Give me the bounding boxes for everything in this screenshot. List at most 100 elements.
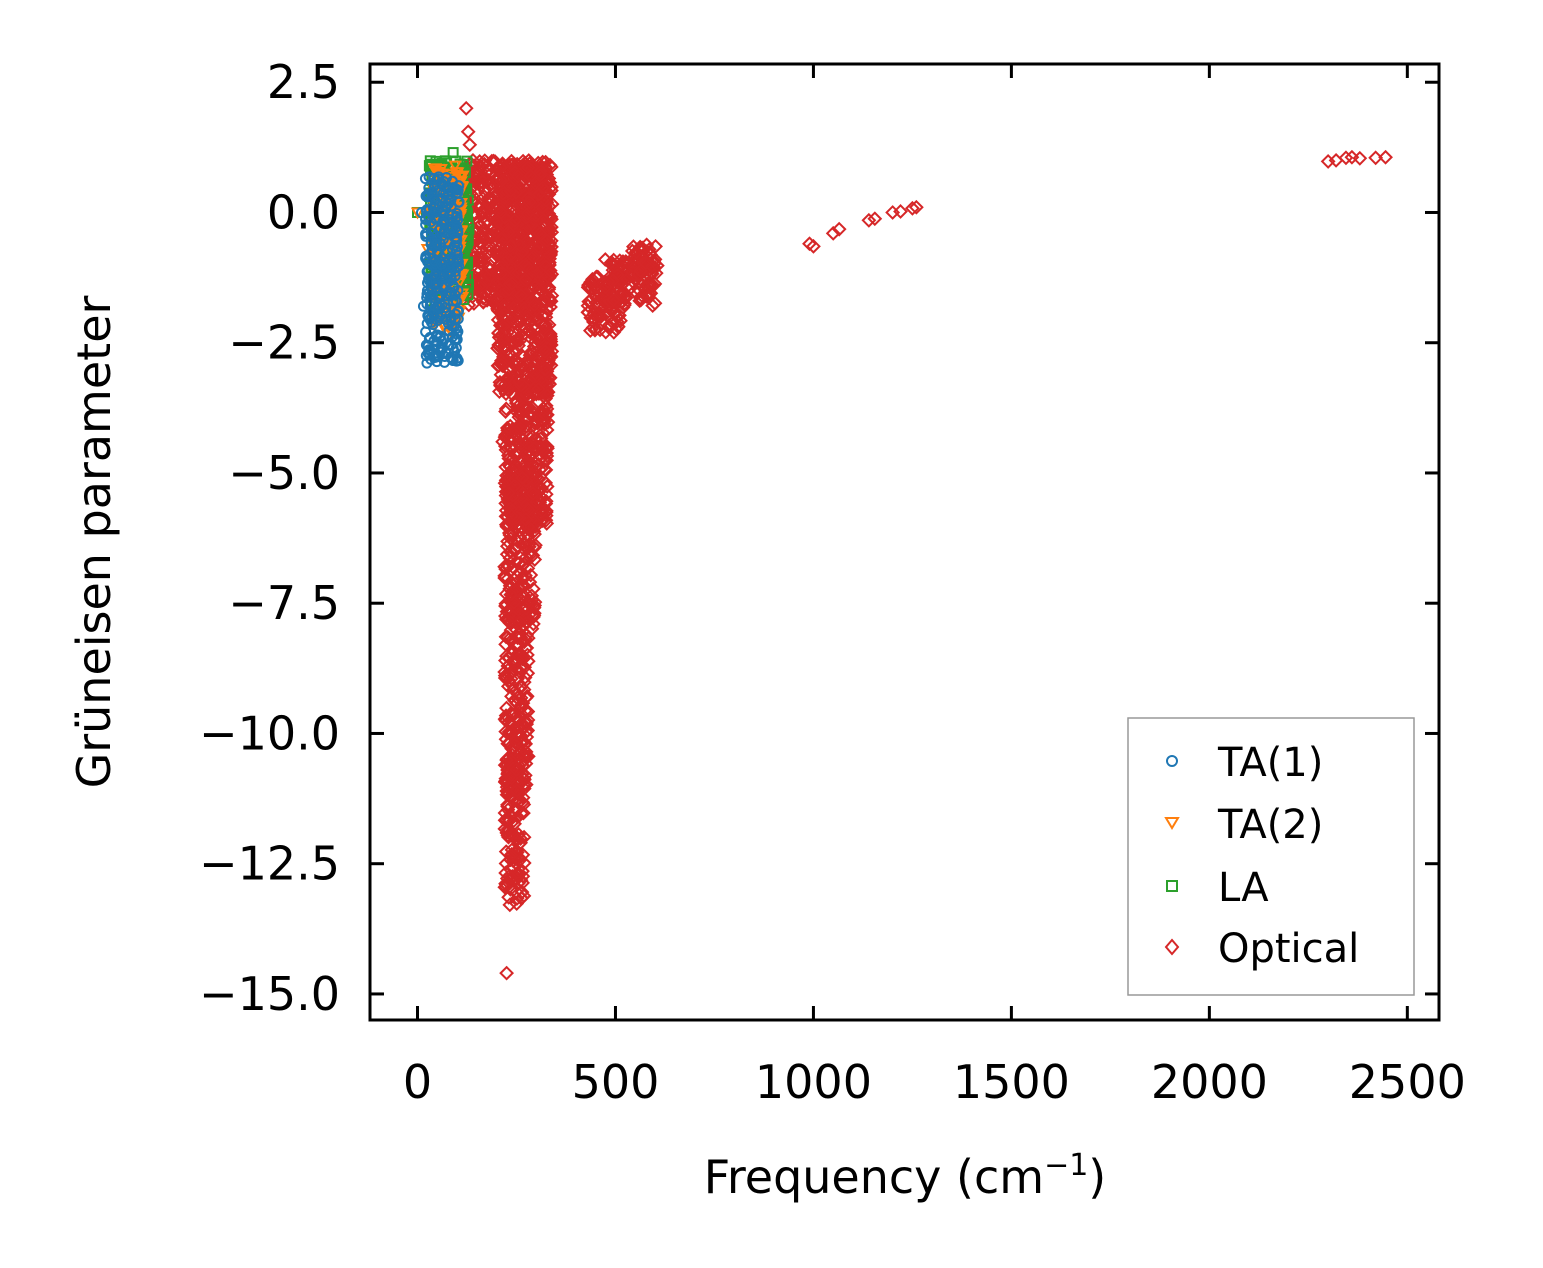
point-optical [531, 381, 547, 397]
point-optical [516, 570, 532, 586]
point-optical [519, 258, 534, 274]
point-optical [588, 308, 604, 323]
point-optical [504, 508, 519, 524]
point-optical [492, 274, 508, 290]
point-optical [500, 370, 515, 386]
y-tick-label: −10.0 [199, 706, 340, 760]
point-ta1 [415, 206, 427, 218]
point-optical [539, 388, 555, 404]
point-optical [510, 626, 526, 642]
legend-marker-ta2 [1164, 817, 1180, 830]
point-ta1 [439, 279, 451, 291]
point-optical [525, 437, 541, 453]
point-optical [537, 417, 553, 432]
point-optical [500, 251, 516, 267]
point-ta1 [451, 221, 463, 233]
point-ta2 [448, 160, 462, 173]
point-optical [508, 393, 524, 408]
point-optical [526, 415, 542, 431]
point-optical [519, 716, 535, 732]
point-ta1 [422, 347, 434, 359]
point-ta1 [417, 300, 429, 312]
point-optical [502, 527, 518, 543]
point-optical [529, 243, 545, 259]
point-optical [519, 233, 535, 249]
point-optical [516, 805, 531, 821]
point-optical [497, 653, 513, 668]
point-ta2 [444, 169, 459, 182]
point-optical [616, 290, 632, 305]
point-optical [515, 758, 531, 774]
point-optical [508, 762, 524, 778]
point-optical [509, 652, 525, 667]
legend-label-la: LA [1218, 865, 1269, 911]
point-optical [518, 472, 534, 488]
point-optical [508, 733, 524, 749]
point-optical [460, 124, 476, 140]
point-optical [1338, 150, 1354, 166]
point-optical [647, 251, 663, 267]
point-optical [500, 472, 516, 488]
x-tick-label: 2000 [1151, 1055, 1268, 1109]
point-optical [513, 436, 529, 452]
point-optical [518, 539, 534, 554]
point-optical [520, 560, 536, 576]
point-ta1 [433, 201, 445, 213]
legend-marker-optical [1164, 938, 1180, 956]
point-optical [537, 254, 552, 270]
point-optical [501, 426, 516, 442]
point-optical [497, 306, 512, 322]
point-optical [472, 253, 488, 269]
point-optical [538, 317, 554, 333]
point-ta1 [446, 175, 458, 187]
point-optical [524, 343, 540, 359]
point-optical [501, 658, 516, 674]
point-optical [498, 340, 513, 356]
point-optical [514, 245, 529, 261]
point-optical [506, 692, 522, 708]
legend-label-ta1: TA(1) [1217, 740, 1323, 786]
point-optical [516, 682, 532, 698]
point-optical [499, 752, 515, 768]
point-optical [542, 263, 558, 279]
point-optical [490, 358, 506, 374]
point-optical [516, 797, 532, 812]
point-ta1 [449, 233, 461, 245]
point-optical [507, 423, 523, 439]
point-optical [489, 172, 505, 188]
point-ta1 [453, 196, 465, 208]
point-ta1 [422, 311, 434, 323]
point-optical [531, 456, 546, 472]
point-optical [582, 293, 598, 309]
point-optical [528, 494, 544, 510]
point-optical [503, 848, 519, 863]
point-ta1 [432, 302, 444, 314]
point-optical [627, 283, 643, 299]
point-ta1 [451, 208, 463, 220]
point-optical [492, 160, 508, 176]
point-optical [522, 194, 537, 210]
point-optical [598, 324, 614, 340]
point-optical [502, 725, 518, 741]
point-optical [497, 757, 513, 773]
point-optical [524, 320, 540, 335]
point-optical [497, 559, 513, 575]
point-optical [501, 485, 517, 501]
point-optical [491, 200, 507, 216]
y-tick-label: −7.5 [228, 576, 340, 630]
point-optical [474, 174, 490, 190]
point-ta1 [447, 295, 459, 307]
point-optical [518, 210, 534, 226]
point-optical [519, 435, 534, 451]
point-optical [538, 475, 554, 491]
point-optical [519, 688, 535, 704]
point-optical [526, 304, 542, 320]
point-optical [612, 253, 628, 269]
point-optical [509, 890, 525, 906]
point-optical [598, 279, 613, 295]
point-ta1 [451, 352, 463, 364]
point-optical [511, 555, 527, 571]
point-ta1 [444, 270, 456, 282]
point-optical [514, 699, 530, 715]
